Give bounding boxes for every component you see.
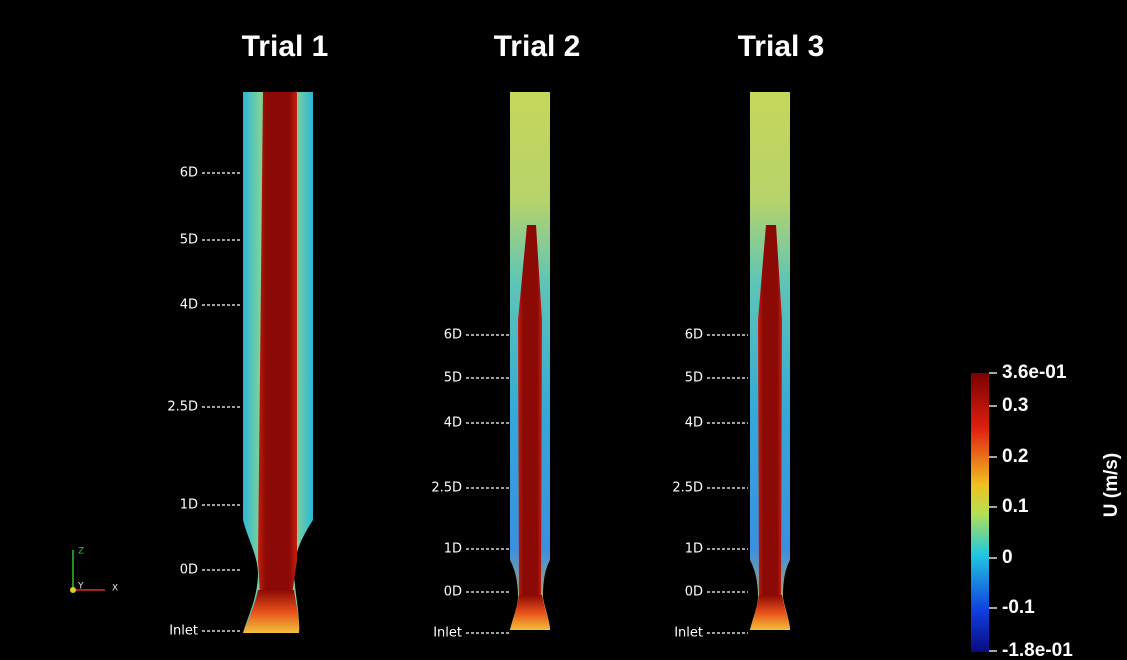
colorbar-label: 0	[1002, 547, 1013, 568]
panel-title: Trial 2	[494, 30, 581, 63]
station-label: 6D	[180, 166, 198, 181]
contour-trial-3	[750, 92, 790, 630]
station-label: 0D	[180, 563, 198, 578]
panel-title: Trial 1	[242, 30, 329, 63]
station-label: 0D	[444, 585, 462, 600]
panel-title: Trial 3	[738, 30, 825, 63]
axes-triad	[70, 550, 105, 593]
colorbar-label: 3.6e-01	[1002, 362, 1067, 383]
station-label: 4D	[685, 416, 703, 431]
station-label: 4D	[180, 298, 198, 313]
station-label: Inlet	[433, 626, 462, 641]
station-label: 2.5D	[672, 481, 703, 496]
triad-label: Z	[78, 547, 84, 557]
colorbar-label: 0.2	[1002, 446, 1028, 467]
station-label: 1D	[685, 542, 703, 557]
colorbar-label: -0.1	[1002, 597, 1035, 618]
station-label: 1D	[444, 542, 462, 557]
colorbar-title: U (m/s)	[1101, 453, 1122, 517]
station-label: 0D	[685, 585, 703, 600]
station-label: 5D	[444, 371, 462, 386]
colorbar-label: 0.1	[1002, 496, 1029, 517]
station-label: 6D	[444, 328, 462, 343]
contour-trial-2	[510, 92, 550, 630]
contour-trial-1	[243, 92, 313, 633]
station-label: Inlet	[169, 624, 198, 639]
colorbar	[971, 373, 989, 652]
station-label: 5D	[685, 371, 703, 386]
triad-label: X	[112, 584, 118, 594]
station-label: Inlet	[674, 626, 703, 641]
station-label: 6D	[685, 328, 703, 343]
station-label: 1D	[180, 498, 198, 513]
station-label: 2.5D	[431, 481, 462, 496]
station-label: 4D	[444, 416, 462, 431]
station-label: 5D	[180, 233, 198, 248]
colorbar-label: -1.8e-01	[1002, 640, 1073, 660]
station-label: 2.5D	[167, 400, 198, 415]
colorbar-label: 0.3	[1002, 395, 1028, 416]
triad-label: Y	[77, 582, 84, 592]
